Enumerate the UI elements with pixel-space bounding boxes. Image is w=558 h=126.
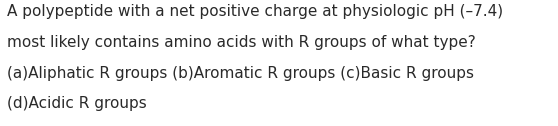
Text: most likely contains amino acids with R groups of what type?: most likely contains amino acids with R …: [7, 35, 475, 50]
Text: (a)Aliphatic R groups (b)Aromatic R groups (c)Basic R groups: (a)Aliphatic R groups (b)Aromatic R grou…: [7, 66, 474, 81]
Text: A polypeptide with a net positive charge at physiologic pH (–7.4): A polypeptide with a net positive charge…: [7, 4, 503, 19]
Text: (d)Acidic R groups: (d)Acidic R groups: [7, 96, 146, 111]
